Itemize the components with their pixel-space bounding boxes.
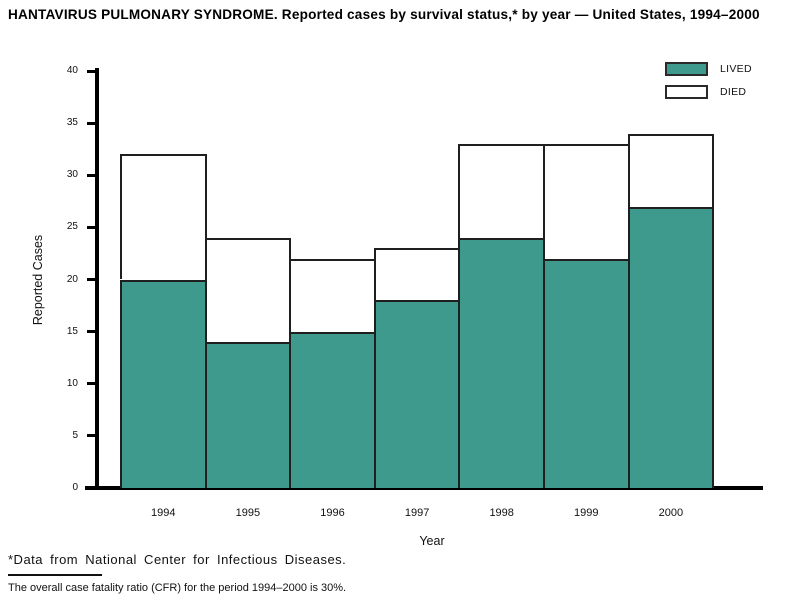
x-tick-label-1997: 1997 bbox=[404, 507, 430, 519]
x-tick-label-1998: 1998 bbox=[489, 507, 514, 519]
bar-1998-lived bbox=[458, 237, 545, 488]
bar-1994-lived bbox=[120, 279, 207, 488]
x-axis-line bbox=[85, 486, 763, 490]
legend-swatch-lived bbox=[665, 62, 708, 76]
bar-2000-lived bbox=[627, 206, 715, 488]
y-tick-label-40: 40 bbox=[66, 65, 78, 76]
bar-1999-died bbox=[543, 143, 630, 259]
y-tick-label-35: 35 bbox=[66, 117, 78, 129]
x-tick-label-2000: 2000 bbox=[658, 507, 684, 519]
bar-1994-died bbox=[120, 154, 207, 280]
x-axis-label: Year bbox=[419, 534, 445, 548]
y-tick-25 bbox=[87, 225, 95, 229]
footnote-cfr: The overall case fatality ratio (CFR) fo… bbox=[8, 582, 347, 594]
bar-1995-lived bbox=[204, 342, 292, 488]
y-tick-10 bbox=[87, 382, 95, 386]
bar-1999-lived bbox=[543, 258, 630, 488]
legend-swatch-died bbox=[665, 85, 708, 99]
y-tick-label-5: 5 bbox=[72, 429, 78, 441]
legend-item-lived: LIVED bbox=[665, 62, 752, 76]
legend: LIVED DIED bbox=[665, 62, 752, 108]
y-tick-label-30: 30 bbox=[66, 169, 78, 181]
chart-title: HANTAVIRUS PULMONARY SYNDROME. Reported … bbox=[8, 7, 760, 22]
y-tick-20 bbox=[87, 278, 95, 281]
y-tick-35 bbox=[87, 121, 95, 125]
y-tick-15 bbox=[87, 330, 95, 334]
bar-2000-died bbox=[627, 133, 715, 207]
y-tick-40 bbox=[87, 69, 95, 73]
y-tick-label-15: 15 bbox=[66, 325, 78, 337]
bar-1997-died bbox=[373, 248, 461, 301]
bar-1996-died bbox=[289, 258, 376, 332]
y-tick-label-20: 20 bbox=[66, 273, 78, 285]
legend-label-lived: LIVED bbox=[720, 63, 752, 75]
y-tick-0 bbox=[87, 486, 95, 490]
bar-1996-lived bbox=[289, 331, 376, 488]
x-tick-label-1999: 1999 bbox=[574, 507, 599, 519]
y-tick-label-10: 10 bbox=[66, 377, 78, 389]
x-tick-label-1996: 1996 bbox=[320, 507, 345, 519]
y-axis-line bbox=[95, 68, 99, 490]
y-tick-label-0: 0 bbox=[72, 482, 78, 493]
y-tick-5 bbox=[87, 434, 95, 438]
bar-1998-died bbox=[458, 143, 545, 238]
x-tick-label-1995: 1995 bbox=[235, 507, 261, 519]
bar-1995-died bbox=[204, 237, 292, 343]
footnote-divider bbox=[8, 574, 102, 576]
legend-item-died: DIED bbox=[665, 85, 752, 99]
y-tick-label-25: 25 bbox=[66, 221, 78, 233]
legend-label-died: DIED bbox=[720, 86, 747, 98]
footnote-source: *Data from National Center for Infectiou… bbox=[8, 552, 347, 567]
bar-1997-lived bbox=[373, 300, 461, 488]
y-tick-30 bbox=[87, 173, 95, 177]
x-tick-label-1994: 1994 bbox=[151, 507, 176, 519]
